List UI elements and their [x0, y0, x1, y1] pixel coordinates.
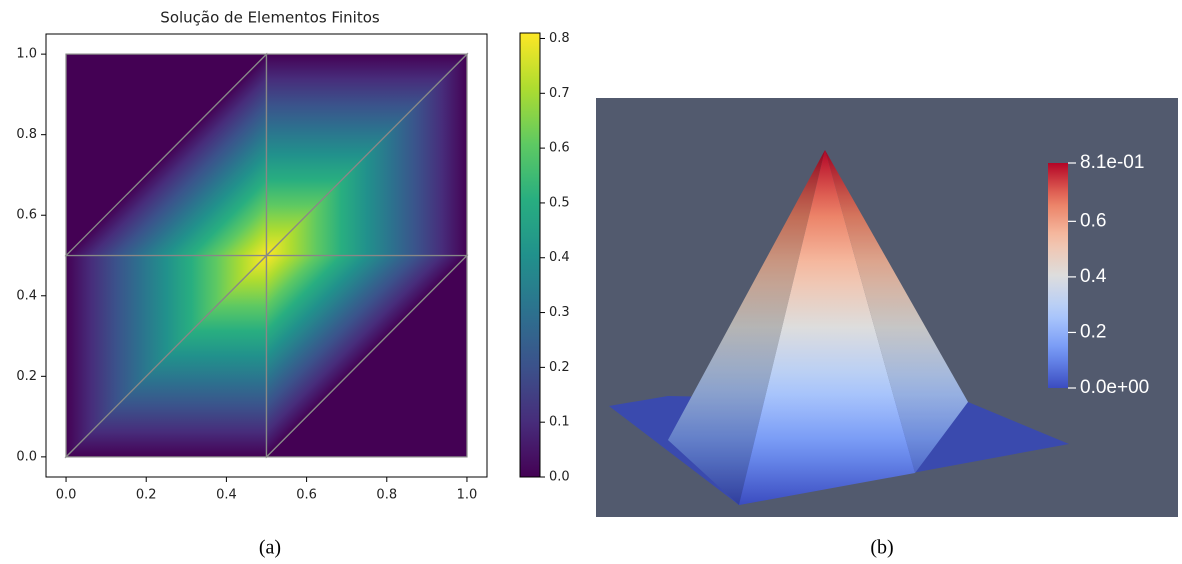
caption: (a) [259, 537, 281, 559]
colorbar-tick-label: 0.6 [549, 141, 570, 156]
colorbar [1048, 163, 1068, 388]
colorbar-tick-label: 0.5 [549, 195, 570, 210]
chart-title: Solução de Elementos Finitos [160, 9, 380, 27]
colorbar-tick-label: 0.7 [549, 86, 570, 101]
x-tick-label: 1.0 [457, 488, 478, 503]
y-tick-label: 1.0 [16, 47, 37, 62]
colorbar-tick-label: 0.2 [1080, 321, 1106, 342]
colorbar-tick-label: 0.4 [549, 250, 570, 265]
y-tick-label: 0.0 [16, 449, 37, 464]
colorbar-tick-label: 0.2 [549, 360, 570, 375]
y-tick-label: 0.4 [16, 288, 37, 303]
figure: Solução de Elementos Finitos (a) (b) 0.0… [0, 0, 1182, 564]
x-tick-label: 0.2 [136, 488, 157, 503]
y-tick-label: 0.6 [16, 208, 37, 223]
y-tick-label: 0.8 [16, 127, 37, 142]
y-tick-label: 0.2 [16, 369, 37, 384]
colorbar-tick-label: 0.0 [549, 470, 570, 485]
colorbar [520, 33, 540, 477]
x-tick-label: 0.8 [376, 488, 397, 503]
colorbar-tick-label: 0.3 [549, 305, 570, 320]
colorbar-tick-label: 0.4 [1080, 266, 1107, 287]
colorbar-tick-label: 0.0e+00 [1080, 377, 1149, 398]
caption: (b) [870, 537, 893, 559]
colorbar-tick-label: 0.1 [549, 415, 570, 430]
x-tick-label: 0.0 [56, 488, 77, 503]
x-tick-label: 0.6 [296, 488, 317, 503]
colorbar-tick-label: 8.1e-01 [1080, 152, 1144, 173]
colorbar-tick-label: 0.8 [549, 31, 570, 46]
x-tick-label: 0.4 [216, 488, 237, 503]
colorbar-tick-label: 0.6 [1080, 210, 1106, 231]
